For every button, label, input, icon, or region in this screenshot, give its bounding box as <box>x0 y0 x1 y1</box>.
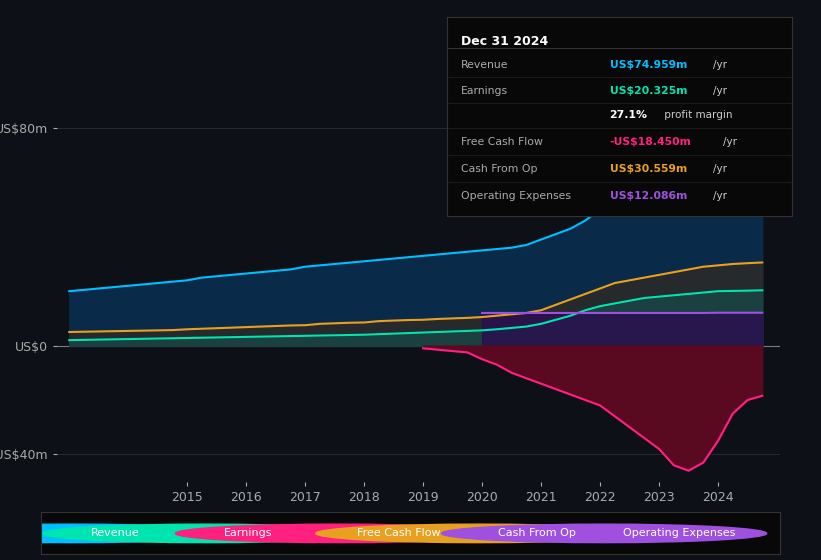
Text: /yr: /yr <box>713 86 727 96</box>
Text: US$74.959m: US$74.959m <box>609 59 687 69</box>
Text: US$30.559m: US$30.559m <box>609 164 686 174</box>
Text: Free Cash Flow: Free Cash Flow <box>461 137 544 147</box>
Text: Free Cash Flow: Free Cash Flow <box>357 529 441 538</box>
Circle shape <box>176 524 501 543</box>
Text: US$20.325m: US$20.325m <box>609 86 687 96</box>
Circle shape <box>316 524 641 543</box>
Text: Operating Expenses: Operating Expenses <box>461 191 571 200</box>
Text: 27.1%: 27.1% <box>609 110 648 120</box>
Text: profit margin: profit margin <box>661 110 732 120</box>
Text: /yr: /yr <box>713 59 727 69</box>
Text: Earnings: Earnings <box>224 529 273 538</box>
Text: US$12.086m: US$12.086m <box>609 191 687 200</box>
Text: Dec 31 2024: Dec 31 2024 <box>461 35 548 48</box>
Text: -US$18.450m: -US$18.450m <box>609 137 691 147</box>
Circle shape <box>43 524 368 543</box>
Text: /yr: /yr <box>713 164 727 174</box>
Text: Cash From Op: Cash From Op <box>498 529 576 538</box>
Circle shape <box>442 524 767 543</box>
Text: Operating Expenses: Operating Expenses <box>623 529 736 538</box>
Text: Earnings: Earnings <box>461 86 508 96</box>
Circle shape <box>0 524 235 543</box>
Text: Revenue: Revenue <box>461 59 509 69</box>
Text: /yr: /yr <box>713 191 727 200</box>
Text: Cash From Op: Cash From Op <box>461 164 538 174</box>
Text: /yr: /yr <box>723 137 737 147</box>
Text: Revenue: Revenue <box>91 529 140 538</box>
